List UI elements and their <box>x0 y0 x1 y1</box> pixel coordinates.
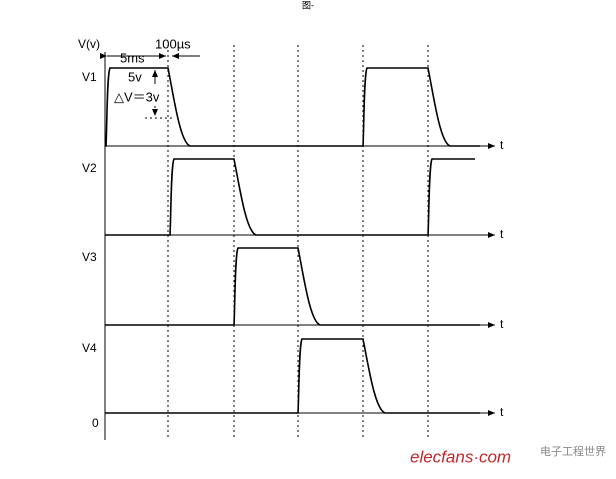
amplitude-label: 5v <box>128 69 142 84</box>
delay-label: 100µs <box>155 36 191 51</box>
channel-label: V3 <box>82 250 97 264</box>
figure-mark: 图- <box>302 0 314 10</box>
channel-label: V2 <box>82 161 97 175</box>
waveform <box>105 247 480 326</box>
watermark-brand: 电子工程世界 <box>540 445 606 458</box>
watermark-site: elecfans·com <box>410 447 511 466</box>
axis-t-label: t <box>500 138 504 152</box>
timing-lines <box>167 45 429 440</box>
axis-t-label: t <box>500 227 504 241</box>
delta-label: △V＝3v <box>114 89 160 104</box>
axis-label: V(v) <box>78 37 100 51</box>
zero-label: 0 <box>92 416 99 430</box>
waveform <box>105 338 480 414</box>
channel-label: V1 <box>82 70 97 84</box>
channel-label: V4 <box>82 341 97 355</box>
axis-t-label: t <box>500 317 504 331</box>
waveforms <box>105 67 495 416</box>
axis-t-label: t <box>500 405 504 419</box>
period-label: 5ms <box>120 50 145 65</box>
waveform <box>105 158 475 236</box>
waveform <box>105 67 480 147</box>
